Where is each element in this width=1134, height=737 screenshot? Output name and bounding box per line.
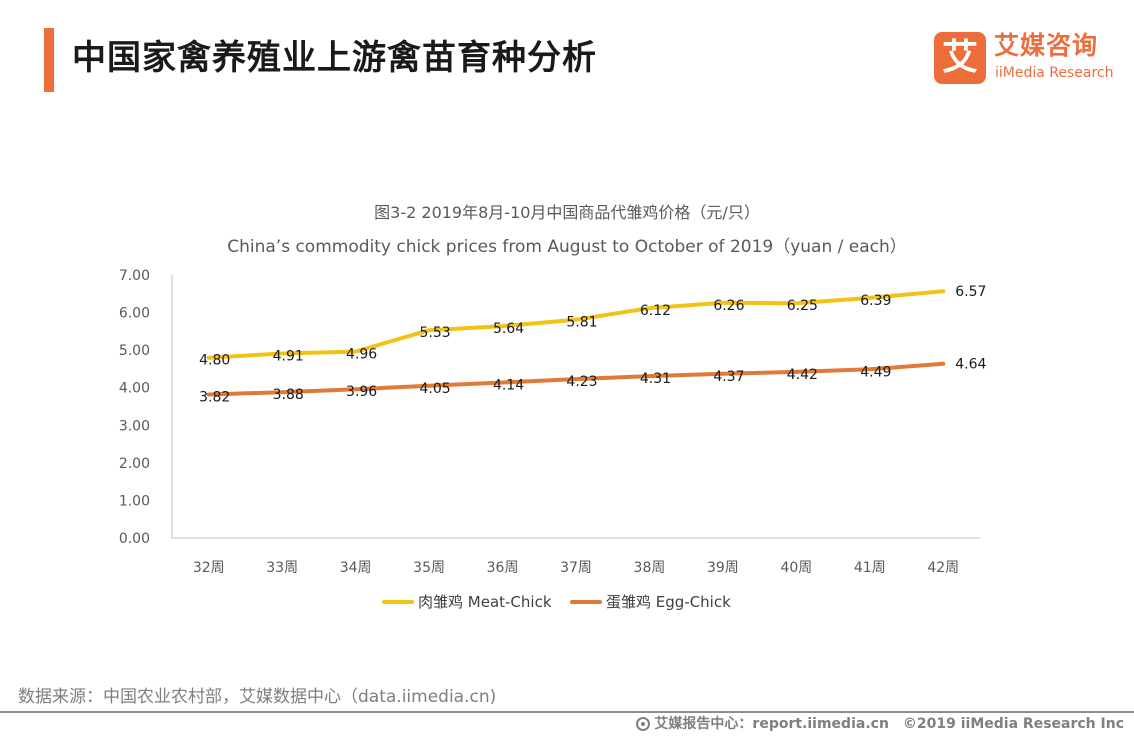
x-tick-label: 42周 [927,560,959,576]
x-tick-label: 34周 [340,560,372,576]
data-label: 4.80 [199,353,230,369]
x-tick-label: 40周 [780,560,812,576]
y-tick-label: 1.00 [119,493,150,509]
data-label: 4.37 [713,369,744,385]
page-title: 中国家禽养殖业上游禽苗育种分析 [72,38,597,78]
logo-english-text: iiMedia Research [995,65,1114,81]
logo-mark-icon: 艾 [934,32,986,84]
data-label: 5.81 [566,315,597,331]
x-tick-label: 33周 [266,560,298,576]
data-label: 6.25 [787,298,818,314]
legend-label: 肉雏鸡 Meat-Chick [418,593,552,611]
report-center-icon [636,717,651,731]
data-label: 4.31 [640,371,671,387]
legend-label: 蛋雏鸡 Egg-Chick [606,593,731,611]
data-label: 3.96 [346,384,377,400]
footer-divider [0,711,1134,713]
data-label: 4.49 [860,364,891,380]
data-label: 4.64 [955,357,986,373]
data-label: 3.88 [273,387,304,403]
data-label: 6.57 [955,284,986,300]
data-label: 6.12 [640,303,671,319]
data-label: 4.05 [420,381,451,397]
data-label: 5.53 [420,325,451,341]
y-tick-label: 3.00 [119,418,150,434]
data-source: 数据来源：中国农业农村部，艾媒数据中心（data.iimedia.cn) [18,687,497,707]
x-tick-label: 37周 [560,560,592,576]
data-label: 5.64 [493,321,524,337]
chart-title: 图3-2 2019年8月-10月中国商品代雏鸡价格（元/只） [374,203,760,222]
x-tick-label: 39周 [707,560,739,576]
data-label: 4.42 [787,367,818,383]
y-tick-label: 2.00 [119,456,150,472]
y-tick-label: 4.00 [119,381,150,397]
x-tick-label: 35周 [413,560,445,576]
x-tick-label: 41周 [854,560,886,576]
data-label: 4.96 [346,347,377,363]
data-label: 6.26 [713,298,744,314]
title-accent-bar [44,28,54,92]
data-label: 4.91 [273,349,304,365]
chart-subtitle: China’s commodity chick prices from Augu… [227,237,907,257]
x-tick-label: 36周 [487,560,519,576]
data-label: 6.39 [860,293,891,309]
x-tick-label: 38周 [634,560,666,576]
footer-report: 艾媒报告中心：report.iimedia.cn [654,716,889,732]
y-tick-label: 0.00 [119,531,150,547]
data-label: 4.14 [493,377,524,393]
data-label: 3.82 [199,389,230,405]
data-label: 4.23 [566,374,597,390]
iimedia-logo: 艾 艾媒咨询 iiMedia Research [934,30,1114,86]
footer-copyright: ©2019 iiMedia Research Inc [902,716,1124,732]
logo-chinese-text: 艾媒咨询 [994,31,1099,60]
y-tick-label: 5.00 [119,343,150,359]
footer: 艾媒报告中心：report.iimedia.cn ©2019 iiMedia Re… [636,713,1124,735]
y-tick-label: 7.00 [119,268,150,284]
x-tick-label: 32周 [193,560,225,576]
y-tick-label: 6.00 [119,306,150,322]
